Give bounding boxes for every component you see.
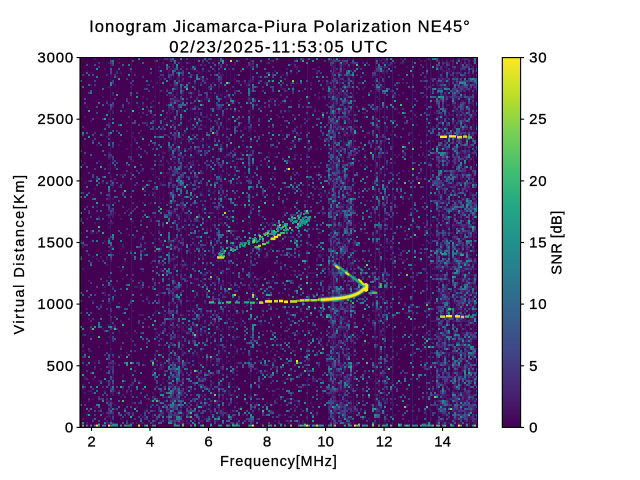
svg-text:15: 15 (529, 235, 547, 252)
svg-text:0: 0 (65, 419, 74, 436)
svg-text:2000: 2000 (37, 173, 74, 190)
svg-text:5: 5 (529, 358, 538, 375)
svg-text:10: 10 (529, 296, 547, 313)
svg-text:500: 500 (47, 358, 74, 375)
svg-text:20: 20 (529, 173, 547, 190)
svg-text:6: 6 (204, 434, 212, 451)
svg-text:3000: 3000 (37, 50, 74, 67)
svg-text:4: 4 (146, 434, 154, 451)
svg-text:0: 0 (529, 419, 538, 436)
svg-text:02/23/2025-11:53:05 UTC: 02/23/2025-11:53:05 UTC (169, 38, 388, 57)
svg-text:25: 25 (529, 111, 547, 128)
svg-text:12: 12 (376, 434, 393, 451)
svg-text:10: 10 (317, 434, 334, 451)
svg-text:1000: 1000 (37, 296, 74, 313)
svg-text:Virtual Distance[Km]: Virtual Distance[Km] (12, 173, 28, 334)
svg-text:2: 2 (87, 434, 95, 451)
svg-text:SNR [dB]: SNR [dB] (550, 210, 566, 274)
svg-text:1500: 1500 (37, 235, 74, 252)
svg-text:Frequency[MHz]: Frequency[MHz] (220, 454, 338, 470)
svg-text:Ionogram Jicamarca-Piura Polar: Ionogram Jicamarca-Piura Polarization NE… (89, 17, 471, 36)
svg-text:14: 14 (434, 434, 451, 451)
svg-text:30: 30 (529, 50, 547, 67)
svg-text:2500: 2500 (37, 111, 74, 128)
svg-text:8: 8 (263, 434, 271, 451)
